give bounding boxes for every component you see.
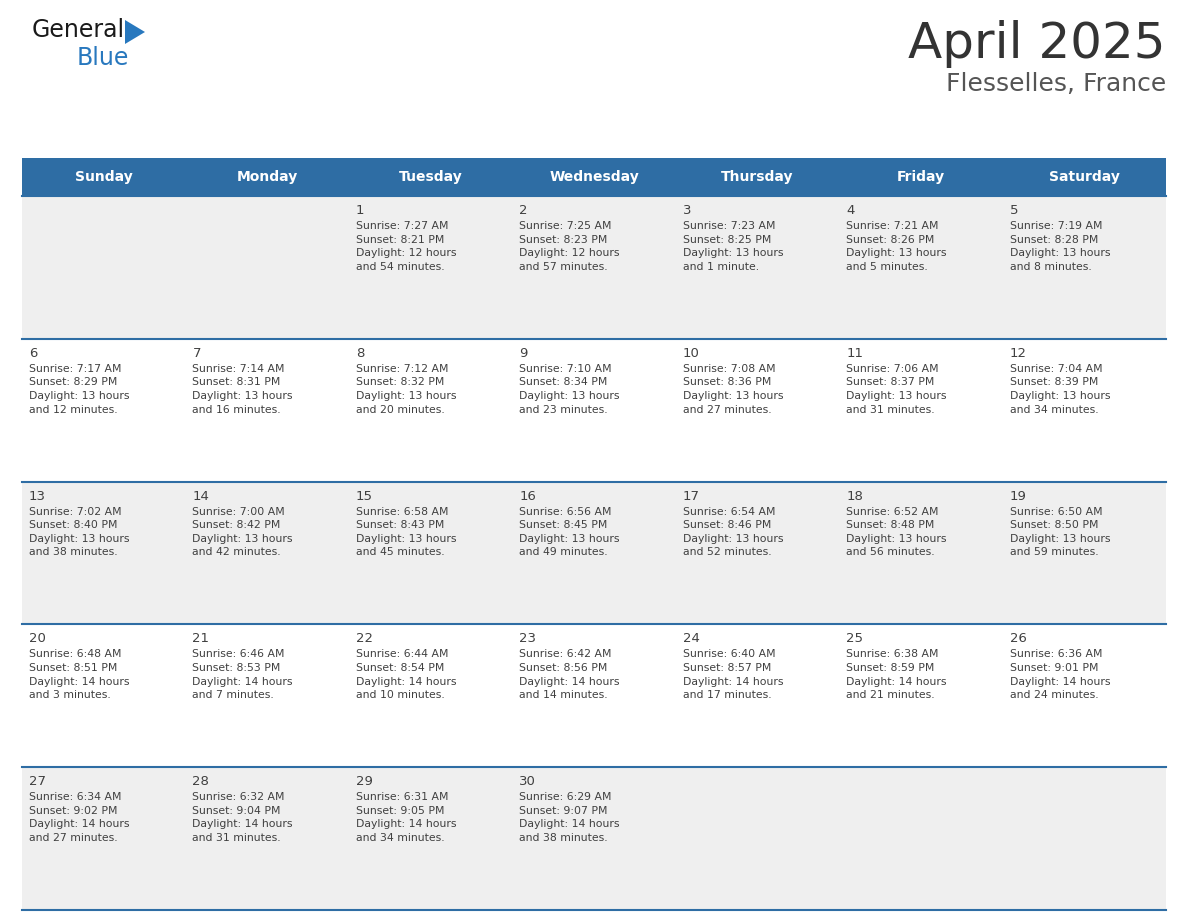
Text: Thursday: Thursday bbox=[721, 170, 794, 184]
Text: 5: 5 bbox=[1010, 204, 1018, 217]
Text: Sunrise: 7:00 AM
Sunset: 8:42 PM
Daylight: 13 hours
and 42 minutes.: Sunrise: 7:00 AM Sunset: 8:42 PM Dayligh… bbox=[192, 507, 293, 557]
Text: 27: 27 bbox=[29, 775, 46, 789]
Text: 24: 24 bbox=[683, 633, 700, 645]
Text: 1: 1 bbox=[356, 204, 365, 217]
Text: Sunrise: 6:31 AM
Sunset: 9:05 PM
Daylight: 14 hours
and 34 minutes.: Sunrise: 6:31 AM Sunset: 9:05 PM Dayligh… bbox=[356, 792, 456, 843]
Text: Sunrise: 7:12 AM
Sunset: 8:32 PM
Daylight: 13 hours
and 20 minutes.: Sunrise: 7:12 AM Sunset: 8:32 PM Dayligh… bbox=[356, 364, 456, 415]
Bar bbox=[1003, 158, 1165, 196]
Text: Sunrise: 7:02 AM
Sunset: 8:40 PM
Daylight: 13 hours
and 38 minutes.: Sunrise: 7:02 AM Sunset: 8:40 PM Dayligh… bbox=[29, 507, 129, 557]
Text: 19: 19 bbox=[1010, 489, 1026, 502]
Text: Sunrise: 6:52 AM
Sunset: 8:48 PM
Daylight: 13 hours
and 56 minutes.: Sunrise: 6:52 AM Sunset: 8:48 PM Dayligh… bbox=[846, 507, 947, 557]
Text: 16: 16 bbox=[519, 489, 536, 502]
Text: Sunrise: 6:44 AM
Sunset: 8:54 PM
Daylight: 14 hours
and 10 minutes.: Sunrise: 6:44 AM Sunset: 8:54 PM Dayligh… bbox=[356, 649, 456, 700]
Text: Sunrise: 7:23 AM
Sunset: 8:25 PM
Daylight: 13 hours
and 1 minute.: Sunrise: 7:23 AM Sunset: 8:25 PM Dayligh… bbox=[683, 221, 783, 272]
Text: Sunrise: 6:56 AM
Sunset: 8:45 PM
Daylight: 13 hours
and 49 minutes.: Sunrise: 6:56 AM Sunset: 8:45 PM Dayligh… bbox=[519, 507, 620, 557]
Text: Friday: Friday bbox=[897, 170, 944, 184]
Text: Sunrise: 7:17 AM
Sunset: 8:29 PM
Daylight: 13 hours
and 12 minutes.: Sunrise: 7:17 AM Sunset: 8:29 PM Dayligh… bbox=[29, 364, 129, 415]
Text: Sunrise: 6:36 AM
Sunset: 9:01 PM
Daylight: 14 hours
and 24 minutes.: Sunrise: 6:36 AM Sunset: 9:01 PM Dayligh… bbox=[1010, 649, 1110, 700]
Text: 28: 28 bbox=[192, 775, 209, 789]
Text: Sunrise: 6:29 AM
Sunset: 9:07 PM
Daylight: 14 hours
and 38 minutes.: Sunrise: 6:29 AM Sunset: 9:07 PM Dayligh… bbox=[519, 792, 620, 843]
Text: 13: 13 bbox=[29, 489, 46, 502]
Bar bbox=[23, 482, 1165, 624]
Bar bbox=[23, 196, 1165, 339]
Text: Sunrise: 7:06 AM
Sunset: 8:37 PM
Daylight: 13 hours
and 31 minutes.: Sunrise: 7:06 AM Sunset: 8:37 PM Dayligh… bbox=[846, 364, 947, 415]
Text: 18: 18 bbox=[846, 489, 862, 502]
Text: 20: 20 bbox=[29, 633, 46, 645]
Text: Sunrise: 7:21 AM
Sunset: 8:26 PM
Daylight: 13 hours
and 5 minutes.: Sunrise: 7:21 AM Sunset: 8:26 PM Dayligh… bbox=[846, 221, 947, 272]
Text: 7: 7 bbox=[192, 347, 201, 360]
Text: 14: 14 bbox=[192, 489, 209, 502]
Text: General: General bbox=[32, 18, 125, 42]
Text: Sunrise: 7:14 AM
Sunset: 8:31 PM
Daylight: 13 hours
and 16 minutes.: Sunrise: 7:14 AM Sunset: 8:31 PM Dayligh… bbox=[192, 364, 293, 415]
Text: April 2025: April 2025 bbox=[909, 20, 1165, 68]
Text: 12: 12 bbox=[1010, 347, 1026, 360]
Text: Sunrise: 6:58 AM
Sunset: 8:43 PM
Daylight: 13 hours
and 45 minutes.: Sunrise: 6:58 AM Sunset: 8:43 PM Dayligh… bbox=[356, 507, 456, 557]
Text: 23: 23 bbox=[519, 633, 536, 645]
Text: 11: 11 bbox=[846, 347, 864, 360]
Text: Sunrise: 7:19 AM
Sunset: 8:28 PM
Daylight: 13 hours
and 8 minutes.: Sunrise: 7:19 AM Sunset: 8:28 PM Dayligh… bbox=[1010, 221, 1110, 272]
Text: Monday: Monday bbox=[236, 170, 298, 184]
Text: 10: 10 bbox=[683, 347, 700, 360]
Text: Blue: Blue bbox=[77, 46, 129, 70]
Text: Sunrise: 6:38 AM
Sunset: 8:59 PM
Daylight: 14 hours
and 21 minutes.: Sunrise: 6:38 AM Sunset: 8:59 PM Dayligh… bbox=[846, 649, 947, 700]
Bar bbox=[185, 158, 349, 196]
Text: Sunrise: 6:54 AM
Sunset: 8:46 PM
Daylight: 13 hours
and 52 minutes.: Sunrise: 6:54 AM Sunset: 8:46 PM Dayligh… bbox=[683, 507, 783, 557]
Text: Sunrise: 7:10 AM
Sunset: 8:34 PM
Daylight: 13 hours
and 23 minutes.: Sunrise: 7:10 AM Sunset: 8:34 PM Dayligh… bbox=[519, 364, 620, 415]
Text: Sunrise: 6:32 AM
Sunset: 9:04 PM
Daylight: 14 hours
and 31 minutes.: Sunrise: 6:32 AM Sunset: 9:04 PM Dayligh… bbox=[192, 792, 293, 843]
Bar bbox=[23, 158, 185, 196]
Bar bbox=[512, 158, 676, 196]
Text: Sunrise: 7:27 AM
Sunset: 8:21 PM
Daylight: 12 hours
and 54 minutes.: Sunrise: 7:27 AM Sunset: 8:21 PM Dayligh… bbox=[356, 221, 456, 272]
Text: Sunrise: 6:50 AM
Sunset: 8:50 PM
Daylight: 13 hours
and 59 minutes.: Sunrise: 6:50 AM Sunset: 8:50 PM Dayligh… bbox=[1010, 507, 1110, 557]
Text: Sunrise: 6:46 AM
Sunset: 8:53 PM
Daylight: 14 hours
and 7 minutes.: Sunrise: 6:46 AM Sunset: 8:53 PM Dayligh… bbox=[192, 649, 293, 700]
Text: 4: 4 bbox=[846, 204, 854, 217]
Text: Flesselles, France: Flesselles, France bbox=[946, 72, 1165, 96]
Text: 15: 15 bbox=[356, 489, 373, 502]
Text: Sunrise: 6:42 AM
Sunset: 8:56 PM
Daylight: 14 hours
and 14 minutes.: Sunrise: 6:42 AM Sunset: 8:56 PM Dayligh… bbox=[519, 649, 620, 700]
Text: Sunrise: 7:25 AM
Sunset: 8:23 PM
Daylight: 12 hours
and 57 minutes.: Sunrise: 7:25 AM Sunset: 8:23 PM Dayligh… bbox=[519, 221, 620, 272]
Bar bbox=[23, 767, 1165, 910]
Text: Tuesday: Tuesday bbox=[399, 170, 462, 184]
Text: 26: 26 bbox=[1010, 633, 1026, 645]
Text: 9: 9 bbox=[519, 347, 527, 360]
Bar bbox=[349, 158, 512, 196]
Text: Sunrise: 7:04 AM
Sunset: 8:39 PM
Daylight: 13 hours
and 34 minutes.: Sunrise: 7:04 AM Sunset: 8:39 PM Dayligh… bbox=[1010, 364, 1110, 415]
Bar bbox=[23, 624, 1165, 767]
Text: Sunrise: 6:40 AM
Sunset: 8:57 PM
Daylight: 14 hours
and 17 minutes.: Sunrise: 6:40 AM Sunset: 8:57 PM Dayligh… bbox=[683, 649, 783, 700]
Text: 22: 22 bbox=[356, 633, 373, 645]
Polygon shape bbox=[125, 20, 145, 44]
Text: 8: 8 bbox=[356, 347, 365, 360]
Text: Sunrise: 6:48 AM
Sunset: 8:51 PM
Daylight: 14 hours
and 3 minutes.: Sunrise: 6:48 AM Sunset: 8:51 PM Dayligh… bbox=[29, 649, 129, 700]
Text: 2: 2 bbox=[519, 204, 527, 217]
Text: 6: 6 bbox=[29, 347, 37, 360]
Text: 17: 17 bbox=[683, 489, 700, 502]
Text: 30: 30 bbox=[519, 775, 536, 789]
Text: 29: 29 bbox=[356, 775, 373, 789]
Text: 3: 3 bbox=[683, 204, 691, 217]
Text: Sunday: Sunday bbox=[75, 170, 133, 184]
Text: Sunrise: 7:08 AM
Sunset: 8:36 PM
Daylight: 13 hours
and 27 minutes.: Sunrise: 7:08 AM Sunset: 8:36 PM Dayligh… bbox=[683, 364, 783, 415]
Bar bbox=[839, 158, 1003, 196]
Text: Wednesday: Wednesday bbox=[549, 170, 639, 184]
Text: Sunrise: 6:34 AM
Sunset: 9:02 PM
Daylight: 14 hours
and 27 minutes.: Sunrise: 6:34 AM Sunset: 9:02 PM Dayligh… bbox=[29, 792, 129, 843]
Text: Saturday: Saturday bbox=[1049, 170, 1120, 184]
Text: 21: 21 bbox=[192, 633, 209, 645]
Bar bbox=[676, 158, 839, 196]
Text: 25: 25 bbox=[846, 633, 864, 645]
Bar bbox=[23, 339, 1165, 482]
